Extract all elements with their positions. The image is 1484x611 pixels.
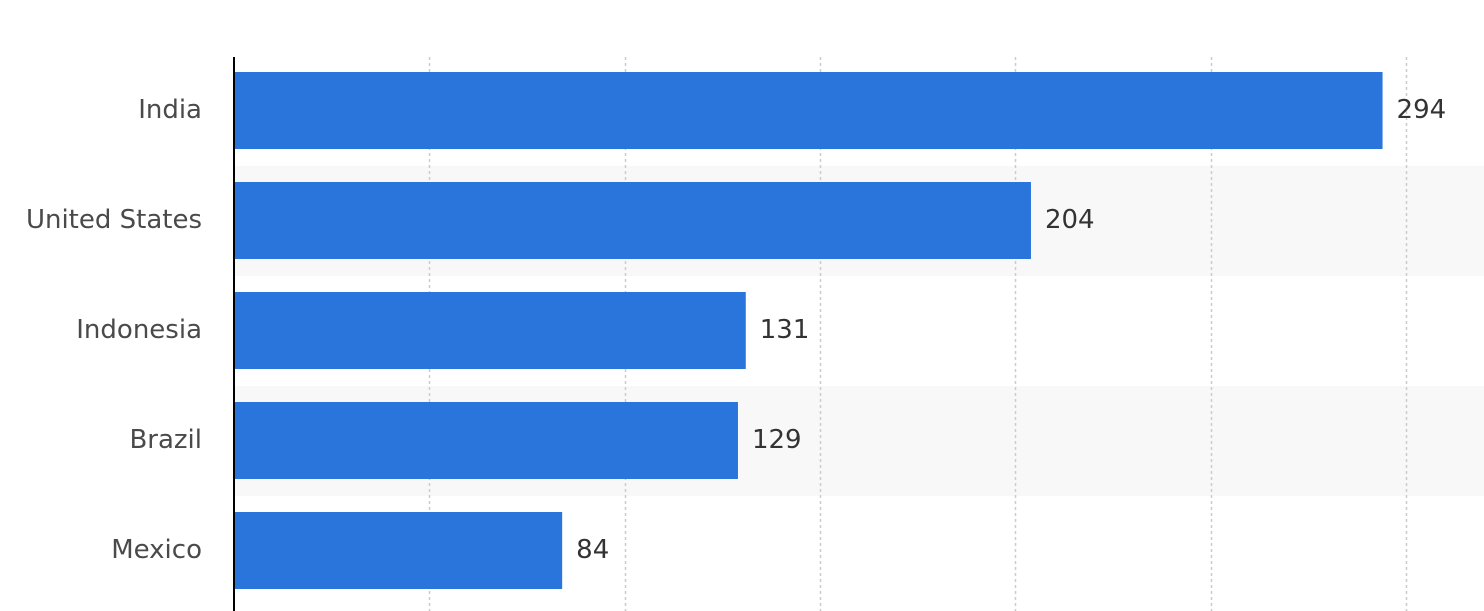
bars xyxy=(234,72,1383,589)
value-label: 204 xyxy=(1045,205,1095,235)
value-labels: 294 204 131 129 84 xyxy=(576,95,1446,565)
bar xyxy=(234,182,1031,259)
value-label: 294 xyxy=(1397,95,1447,125)
value-label: 131 xyxy=(760,315,810,345)
category-label: India xyxy=(138,95,202,125)
value-label: 129 xyxy=(752,425,802,455)
category-label: Mexico xyxy=(111,535,202,565)
bar xyxy=(234,292,746,369)
value-label: 84 xyxy=(576,535,609,565)
bar xyxy=(234,512,563,589)
category-label: United States xyxy=(26,205,202,235)
bar xyxy=(234,72,1383,149)
bar xyxy=(234,402,738,479)
category-label: Brazil xyxy=(129,425,202,455)
category-labels: India United States Indonesia Brazil Mexico xyxy=(26,95,202,565)
category-label: Indonesia xyxy=(76,315,202,345)
